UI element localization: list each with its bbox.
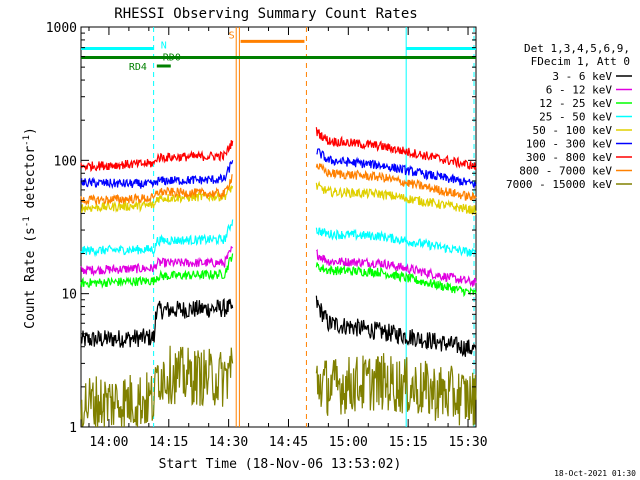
series-line xyxy=(315,295,477,357)
annotation-label: RD4 xyxy=(129,62,147,73)
y-axis-label: Count Rate (s-1 detector-1) xyxy=(22,127,38,329)
legend-header-line-2: FDecim 1, Att 0 xyxy=(531,55,630,68)
x-tick-label: 14:30 xyxy=(209,435,248,450)
series-line xyxy=(315,262,477,298)
series-line xyxy=(80,253,234,289)
x-tick-label: 14:45 xyxy=(269,435,308,450)
y-tick-label: 100 xyxy=(54,154,77,169)
annotation-label: RD0 xyxy=(163,53,181,64)
series-8 xyxy=(80,163,477,205)
x-tick-label: 15:15 xyxy=(389,435,428,450)
legend-entry-label: 100 - 300 keV xyxy=(526,138,612,151)
legend-entry-label: 25 - 50 keV xyxy=(539,111,612,124)
x-tick-label: 15:00 xyxy=(329,435,368,450)
series-2 xyxy=(80,245,477,287)
x-tick-label: 14:15 xyxy=(149,435,188,450)
series-7 xyxy=(80,127,477,173)
legend: Det 1,3,4,5,6,9, FDecim 1, Att 0 3 - 6 k… xyxy=(506,42,632,191)
legend-entry-label: 6 - 12 keV xyxy=(546,84,613,97)
x-tick-label: 15:30 xyxy=(448,435,487,450)
series-line xyxy=(316,148,477,190)
series-line xyxy=(315,127,477,170)
series-line xyxy=(315,163,477,201)
legend-entry-label: 300 - 800 keV xyxy=(526,151,612,164)
legend-entry-label: 800 - 7000 keV xyxy=(519,165,612,178)
chart-title: RHESSI Observing Summary Count Rates xyxy=(114,6,417,22)
y-tick-label: 1000 xyxy=(46,21,77,36)
x-tick-label: 14:00 xyxy=(89,435,128,450)
series-line xyxy=(80,160,234,190)
x-axis-label: Start Time (18-Nov-06 13:53:02) xyxy=(159,457,402,472)
series-9 xyxy=(80,345,477,428)
legend-entry-label: 50 - 100 keV xyxy=(533,124,613,137)
series-line xyxy=(80,219,234,258)
series-line xyxy=(80,245,233,277)
series-line xyxy=(315,227,477,257)
annotation-label: N xyxy=(161,40,167,51)
series-line xyxy=(80,297,234,348)
series-line xyxy=(315,180,477,216)
series-line xyxy=(315,248,477,287)
series-line xyxy=(80,140,234,173)
legend-header-line-1: Det 1,3,4,5,6,9, xyxy=(524,42,630,55)
series-line xyxy=(80,174,233,205)
legend-entry-label: 7000 - 15000 keV xyxy=(506,178,612,191)
legend-entry-label: 3 - 6 keV xyxy=(552,70,612,83)
series-line xyxy=(80,345,234,428)
series-1 xyxy=(80,295,477,357)
annotation-label: S xyxy=(229,30,235,41)
series-line xyxy=(315,353,477,426)
footer-timestamp: 18-Oct-2021 01:30 xyxy=(554,469,636,478)
y-tick-label: 1 xyxy=(69,421,77,436)
legend-entry-label: 12 - 25 keV xyxy=(539,97,612,110)
y-tick-label: 10 xyxy=(61,288,77,303)
series-6 xyxy=(80,148,477,190)
series-4 xyxy=(80,219,477,258)
plot-frame xyxy=(80,26,477,428)
series-3 xyxy=(80,253,477,298)
